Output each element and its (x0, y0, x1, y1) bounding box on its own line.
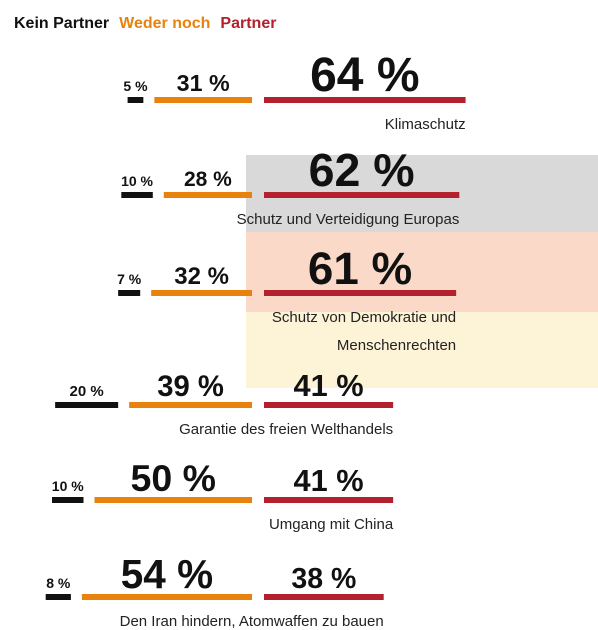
value-label: 50 % (131, 457, 216, 499)
value-label: 54 % (121, 551, 213, 597)
legend-entry: Partner (220, 15, 276, 32)
value-label: 20 % (70, 383, 104, 400)
bar (118, 290, 141, 296)
category-label: Den Iran hindern, Atomwaffen zu bauen (119, 613, 384, 630)
value-label: 64 % (310, 49, 419, 102)
value-label: 62 % (309, 144, 415, 196)
category-label: Schutz und Verteidigung Europas (236, 211, 460, 228)
bar (264, 402, 394, 408)
bar (154, 97, 252, 103)
value-label: 41 % (294, 463, 364, 498)
bar (264, 497, 394, 503)
bar (264, 290, 457, 296)
value-label: 8 % (46, 575, 71, 591)
bar (94, 497, 252, 503)
bar (52, 497, 84, 503)
category-label: Umgang mit China (268, 516, 394, 533)
category-label: Garantie des freien Welthandels (179, 421, 394, 438)
value-label: 32 % (174, 263, 229, 290)
value-label: 61 % (308, 243, 412, 294)
bar (264, 97, 466, 103)
legend-entry: Kein Partner (14, 15, 109, 32)
legend-entry: Weder noch (119, 15, 210, 32)
value-label: 41 % (294, 368, 364, 403)
value-label: 5 % (123, 78, 148, 94)
bar (81, 594, 253, 600)
bar (55, 402, 119, 408)
value-label: 39 % (157, 371, 224, 403)
category-label: Schutz von Demokratie und Menschenrechte… (271, 309, 457, 354)
value-label: 10 % (121, 173, 153, 189)
bar (163, 192, 252, 198)
value-label: 31 % (177, 70, 230, 96)
value-label: 28 % (184, 168, 232, 191)
value-label: 38 % (291, 563, 356, 595)
bar (264, 192, 460, 198)
band-pink (246, 232, 598, 312)
band-yellow (246, 312, 598, 388)
value-label: 7 % (117, 271, 142, 287)
bar (264, 594, 384, 600)
bar (121, 192, 153, 198)
bar (151, 290, 252, 296)
bar (45, 594, 71, 600)
value-label: 10 % (52, 478, 84, 494)
bar (127, 97, 144, 103)
bar (129, 402, 252, 408)
category-label: Klimaschutz (384, 116, 466, 133)
